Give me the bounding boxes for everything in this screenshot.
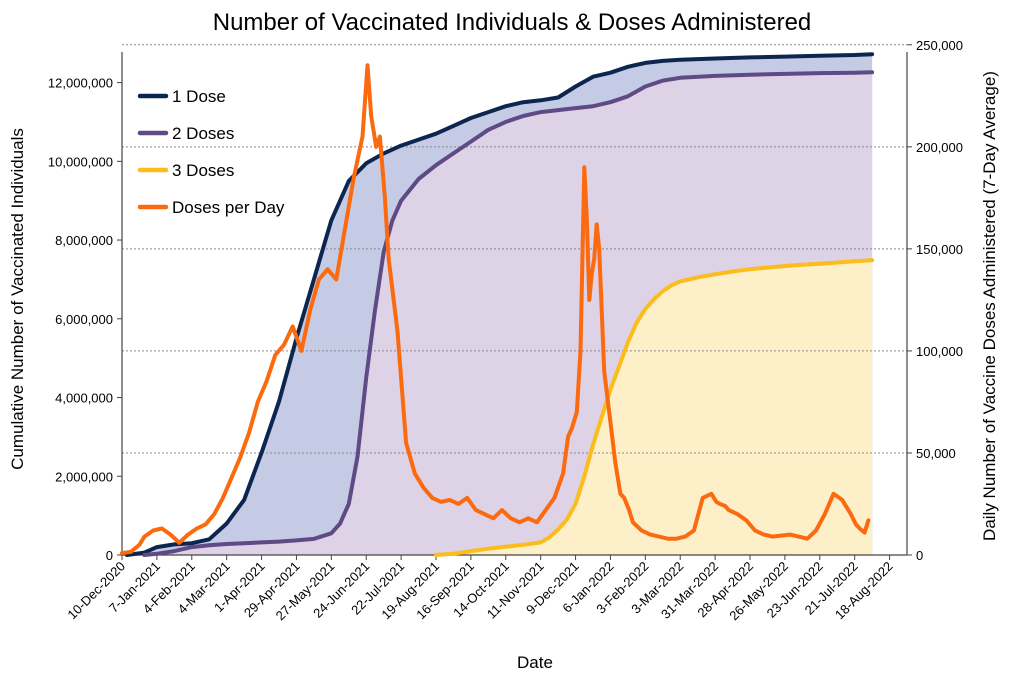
legend-item-2-doses: 2 Doses: [137, 124, 234, 143]
grid-layer: [122, 44, 907, 454]
x-axis-label: Date: [517, 653, 553, 672]
area-layer: [126, 54, 873, 556]
y2-tick-label: 0: [916, 548, 923, 563]
legend: 1 Dose 2 Doses 3 Doses Doses per Day: [137, 87, 285, 217]
legend-label: 1 Dose: [172, 87, 226, 106]
legend-item-doses-per-day: Doses per Day: [137, 198, 285, 217]
legend-item-3-doses: 3 Doses: [137, 161, 234, 180]
series-line-2-doses: [142, 70, 875, 557]
chart-title: Number of Vaccinated Individuals & Doses…: [213, 9, 812, 36]
y-tick-label: 0: [106, 548, 113, 563]
y2-tick-label: 250,000: [916, 38, 963, 53]
series-line-1-dose: [125, 52, 875, 557]
y-tick-label: 4,000,000: [55, 391, 113, 406]
y2-tick-label: 100,000: [916, 344, 963, 359]
legend-item-1-dose: 1 Dose: [137, 87, 226, 106]
series-line-doses-per-day: [120, 63, 871, 555]
y2-tick-label: 200,000: [916, 140, 963, 155]
y-tick-label: 2,000,000: [55, 469, 113, 484]
series-layer: [120, 52, 875, 557]
legend-label: 2 Doses: [172, 124, 234, 143]
y2-axis-label: Daily Number of Vaccine Doses Administer…: [980, 71, 999, 541]
series-line-3-doses: [434, 258, 875, 557]
y-tick-label: 8,000,000: [55, 233, 113, 248]
y-tick-label: 6,000,000: [55, 312, 113, 327]
y-tick-label: 12,000,000: [48, 76, 113, 91]
y-axis-label: Cumulative Number of Vaccinated Individu…: [8, 128, 27, 470]
y-tick-label: 10,000,000: [48, 154, 113, 169]
legend-label: 3 Doses: [172, 161, 234, 180]
area-3-doses: [436, 260, 873, 555]
y2-tick-label: 150,000: [916, 242, 963, 257]
legend-label: Doses per Day: [172, 198, 285, 217]
y2-tick-label: 50,000: [916, 446, 956, 461]
